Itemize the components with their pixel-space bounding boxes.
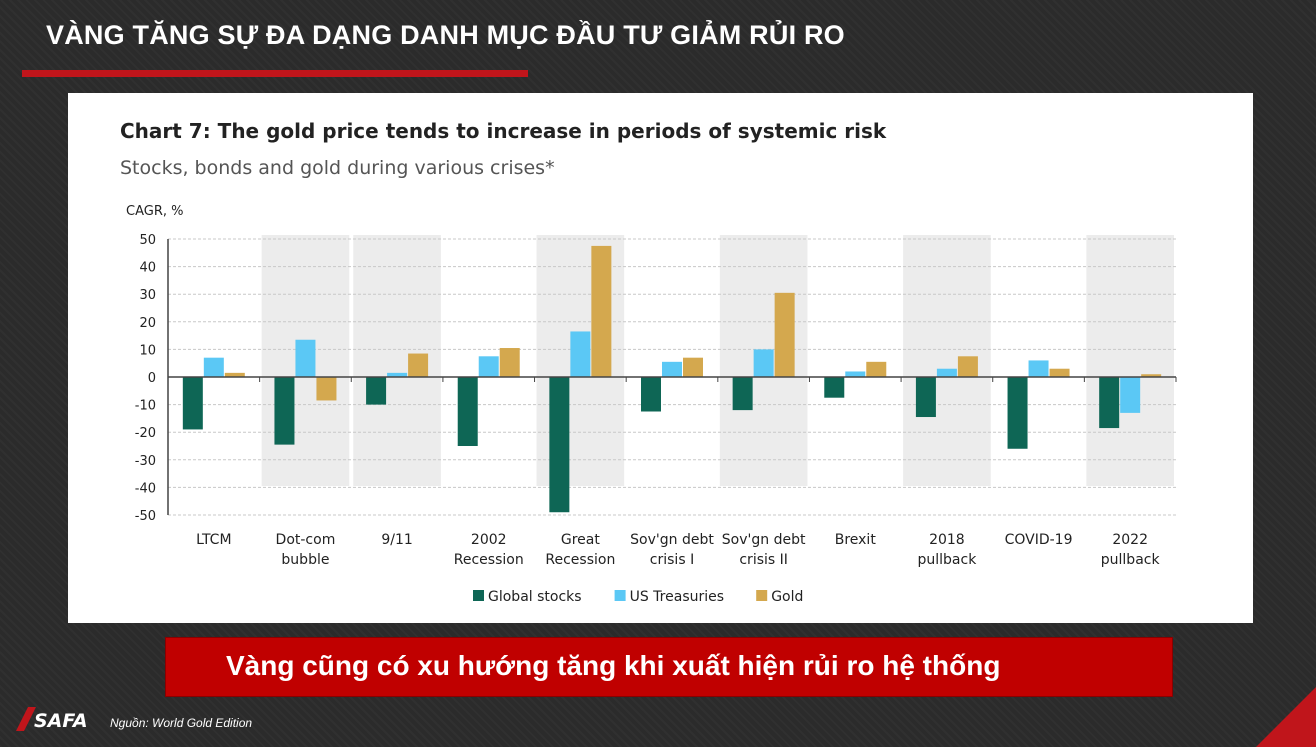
y-axis-label: CAGR, % <box>126 204 183 219</box>
bar-global-stocks <box>549 377 570 513</box>
summary-banner: Vàng cũng có xu hướng tăng khi xuất hiện… <box>165 637 1173 697</box>
y-tick-label: 0 <box>148 371 156 386</box>
bar-gold <box>316 377 337 401</box>
shaded-period <box>1086 235 1174 486</box>
y-tick-label: 20 <box>139 316 156 331</box>
bar-us-treasuries <box>203 357 224 377</box>
legend-swatch <box>614 590 626 601</box>
x-category-label: Brexit <box>835 532 877 548</box>
title-underline <box>22 70 528 77</box>
bar-global-stocks <box>182 377 203 430</box>
chart-subtitle: Stocks, bonds and gold during various cr… <box>120 157 555 179</box>
bar-gold <box>591 245 612 377</box>
x-category-label: Sov'gn debt <box>630 532 714 548</box>
y-tick-label: -10 <box>135 399 156 414</box>
logo-text: SAFA <box>34 710 88 732</box>
y-tick-label: 50 <box>139 233 156 248</box>
legend-label: US Treasuries <box>630 589 724 605</box>
bar-us-treasuries <box>845 371 866 377</box>
bar-gold <box>1049 368 1070 377</box>
x-category-label: crisis II <box>739 552 788 568</box>
legend-swatch <box>473 590 484 601</box>
bar-global-stocks <box>1007 377 1028 449</box>
bar-gold <box>224 372 245 377</box>
bar-gold <box>774 292 795 377</box>
x-category-label: 9/11 <box>381 532 412 548</box>
x-category-label: 2018 <box>929 532 965 548</box>
x-category-label: 2002 <box>471 532 507 548</box>
x-category-label: Recession <box>454 552 524 568</box>
x-category-label: LTCM <box>196 532 231 548</box>
bar-chart: 50 40 30 20 10 0 -10 -20 -30 -40 -50 CAGR, % LTCM Dot… <box>126 204 1177 605</box>
y-tick-label: -40 <box>135 481 156 496</box>
x-category-label: Great <box>561 532 600 548</box>
safa-logo: SAFA <box>16 707 88 732</box>
bar-global-stocks <box>457 377 478 446</box>
bar-gold <box>1141 374 1162 377</box>
bar-global-stocks <box>274 377 295 445</box>
legend-swatch <box>756 590 768 601</box>
bar-global-stocks <box>824 377 845 398</box>
y-tick-label: 10 <box>139 343 156 358</box>
bar-gold <box>866 361 887 377</box>
bar-global-stocks <box>366 377 387 405</box>
bar-us-treasuries <box>570 331 591 377</box>
bar-us-treasuries <box>387 372 408 377</box>
bar-us-treasuries <box>753 349 774 377</box>
y-tick-label: -50 <box>135 509 156 524</box>
bar-global-stocks <box>732 377 753 411</box>
bar-gold <box>683 357 703 377</box>
y-tick-label: -30 <box>135 454 156 469</box>
banner-text: Vàng cũng có xu hướng tăng khi xuất hiện… <box>226 650 1001 681</box>
bar-us-treasuries <box>1028 360 1049 377</box>
x-category-label: crisis I <box>650 552 694 568</box>
x-category-label: bubble <box>281 552 329 568</box>
x-category-label: pullback <box>1101 552 1161 568</box>
bar-global-stocks <box>641 377 661 412</box>
chart-title: Chart 7: The gold price tends to increas… <box>120 119 887 143</box>
bar-us-treasuries <box>936 368 957 377</box>
bar-us-treasuries <box>662 361 682 377</box>
y-tick-label: 40 <box>139 261 156 276</box>
x-category-label: pullback <box>918 552 978 568</box>
legend-label: Global stocks <box>488 589 582 605</box>
x-category-label: 2022 <box>1112 532 1148 548</box>
y-tick-label: 30 <box>139 288 156 303</box>
x-category-label: Dot-com <box>276 532 336 548</box>
chart-panel: Chart 7: The gold price tends to increas… <box>68 93 1253 623</box>
bar-us-treasuries <box>1120 377 1141 413</box>
bar-us-treasuries <box>478 356 499 377</box>
bar-gold <box>408 353 429 377</box>
x-category-label: COVID-19 <box>1005 532 1073 548</box>
bar-us-treasuries <box>295 339 316 377</box>
bar-global-stocks <box>1099 377 1120 429</box>
x-category-label: Sov'gn debt <box>722 532 806 548</box>
bar-gold <box>957 356 978 377</box>
corner-accent <box>1256 687 1316 747</box>
bar-gold <box>499 348 520 377</box>
bar-global-stocks <box>915 377 936 418</box>
y-tick-label: -20 <box>135 426 156 441</box>
source-note: Nguồn: World Gold Edition <box>110 716 253 730</box>
legend-label: Gold <box>771 589 803 605</box>
x-category-label: Recession <box>545 552 615 568</box>
slide-title: VÀNG TĂNG SỰ ĐA DẠNG DANH MỤC ĐẦU TƯ GIẢ… <box>46 20 845 50</box>
